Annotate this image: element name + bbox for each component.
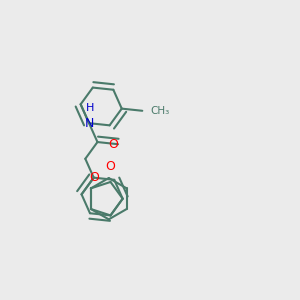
Text: CH₃: CH₃	[150, 106, 170, 116]
Text: O: O	[89, 171, 99, 184]
Text: N: N	[84, 117, 94, 130]
Text: O: O	[108, 138, 118, 151]
Text: H: H	[86, 103, 94, 113]
Text: O: O	[106, 160, 116, 173]
